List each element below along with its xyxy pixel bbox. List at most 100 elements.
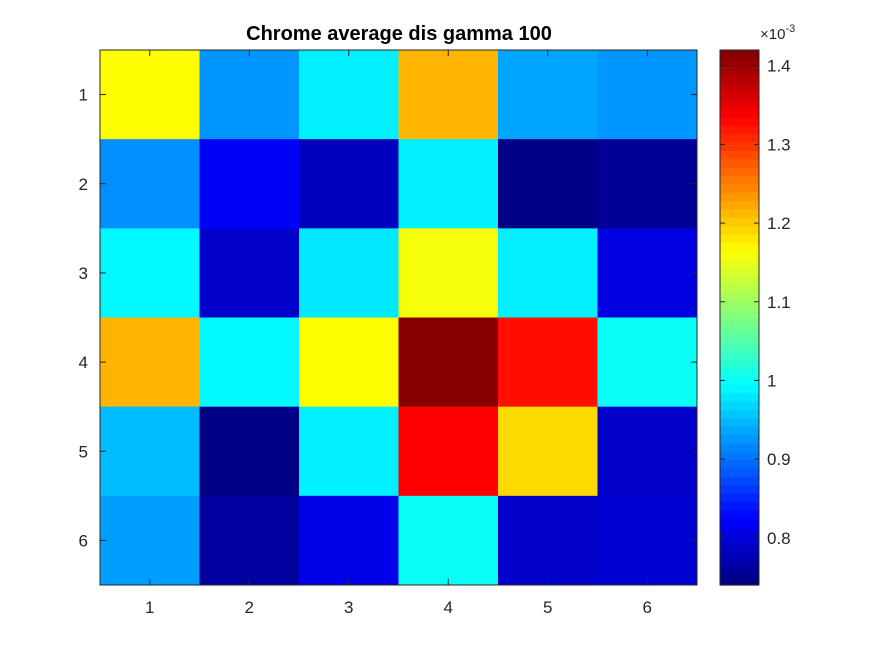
x-tick-label: 6 <box>643 598 652 617</box>
y-tick-label: 6 <box>79 531 88 550</box>
heatmap-cell <box>199 228 300 318</box>
x-tick-label: 3 <box>344 598 353 617</box>
heatmap-cell <box>498 495 598 586</box>
heatmap-cell <box>498 317 598 408</box>
heatmap-cell <box>597 139 698 229</box>
colorbar-band <box>720 233 759 243</box>
colorbar-ticks: 0.8 0.9 1 1.1 1.2 1.3 1.4 <box>720 57 791 548</box>
colorbar-band <box>720 317 759 327</box>
colorbar-band <box>720 267 759 277</box>
colorbar-band <box>720 275 759 285</box>
heatmap-cell <box>299 495 399 586</box>
colorbar-band <box>720 476 759 486</box>
plot-axes-box <box>99 49 698 586</box>
colorbar-band <box>720 334 759 344</box>
colorbar-band <box>720 292 759 302</box>
heatmap-cell <box>597 50 698 140</box>
colorbar-tick-label: 0.8 <box>767 529 791 548</box>
colorbar-exponent-label: ×10-3 <box>760 23 795 43</box>
colorbar-band <box>720 409 759 419</box>
chart-title: Chrome average dis gamma 100 <box>246 23 552 45</box>
colorbar-band <box>720 300 759 310</box>
heatmap-cell <box>199 406 300 497</box>
colorbar-band <box>720 484 759 494</box>
heatmap-cell <box>299 139 399 229</box>
colorbar-band <box>720 284 759 294</box>
colorbar-band <box>720 217 759 227</box>
colorbar-exponent-base: ×10 <box>760 26 785 43</box>
y-tick-label: 3 <box>79 264 88 283</box>
colorbar-band <box>720 66 759 76</box>
colorbar-band <box>720 551 759 561</box>
heatmap-cell <box>597 495 698 586</box>
y-tick-label: 1 <box>79 86 88 105</box>
colorbar-band <box>720 576 759 586</box>
heatmap-cell <box>597 406 698 497</box>
colorbar-band <box>720 442 759 452</box>
colorbar-band <box>720 309 759 319</box>
colorbar-band <box>720 367 759 377</box>
colorbar-band <box>720 350 759 360</box>
colorbar-band <box>720 108 759 118</box>
x-tick-label: 1 <box>145 598 154 617</box>
x-tick-label: 2 <box>245 598 254 617</box>
colorbar-band <box>720 392 759 402</box>
colorbar-band <box>720 116 759 126</box>
colorbar-band <box>720 509 759 519</box>
x-tick-label: 4 <box>444 598 453 617</box>
colorbar-tick-label: 0.9 <box>767 450 791 469</box>
heatmap-cell <box>398 50 499 140</box>
colorbar-band <box>720 100 759 110</box>
heatmap-cell <box>199 495 300 586</box>
heatmap-cell <box>398 139 499 229</box>
heatmap-cell <box>299 317 399 408</box>
colorbar-band <box>720 183 759 193</box>
heatmap-cell <box>597 228 698 318</box>
colorbar-band <box>720 242 759 252</box>
colorbar-band <box>720 125 759 135</box>
y-tick-label: 4 <box>79 353 88 372</box>
colorbar-band <box>720 91 759 101</box>
colorbar-band <box>720 417 759 427</box>
colorbar-band <box>720 325 759 335</box>
colorbar-band <box>720 158 759 168</box>
colorbar-band <box>720 559 759 569</box>
heatmap-cell <box>299 228 399 318</box>
colorbar-tick-label: 1.3 <box>767 135 791 154</box>
heatmap-cell <box>498 50 598 140</box>
colorbar-tick-label: 1.4 <box>767 57 791 76</box>
heatmap-cell <box>199 50 300 140</box>
colorbar-band <box>720 192 759 202</box>
heatmap-cell <box>299 406 399 497</box>
x-axis: 1 2 3 4 5 6 <box>145 50 652 617</box>
colorbar-band <box>720 50 759 59</box>
heatmap-cell <box>398 228 499 318</box>
heatmap-cell <box>597 317 698 408</box>
colorbar-band <box>720 250 759 260</box>
colorbar-band <box>720 141 759 151</box>
colorbar-band <box>720 434 759 444</box>
colorbar-band <box>720 467 759 477</box>
colorbar-band <box>720 568 759 578</box>
heatmap-cell <box>199 139 300 229</box>
colorbar-band <box>720 459 759 469</box>
heatmap-cell <box>498 228 598 318</box>
heatmap-cell <box>398 406 499 497</box>
colorbar-band <box>720 258 759 268</box>
colorbar-band <box>720 208 759 218</box>
colorbar-tick-label: 1 <box>767 371 776 390</box>
colorbar-band <box>720 543 759 553</box>
heatmap-cell <box>100 317 200 408</box>
y-axis: 1 2 3 4 5 6 <box>79 86 697 550</box>
heatmap-cell <box>199 317 300 408</box>
colorbar-band <box>720 225 759 235</box>
colorbar-exponent-power: -3 <box>785 23 795 35</box>
heatmap-cell <box>498 406 598 497</box>
colorbar-band <box>720 384 759 394</box>
colorbar-band <box>720 534 759 544</box>
colorbar-band <box>720 493 759 503</box>
heatmap-cell <box>498 139 598 229</box>
colorbar-band <box>720 75 759 85</box>
colorbar-band <box>720 167 759 176</box>
